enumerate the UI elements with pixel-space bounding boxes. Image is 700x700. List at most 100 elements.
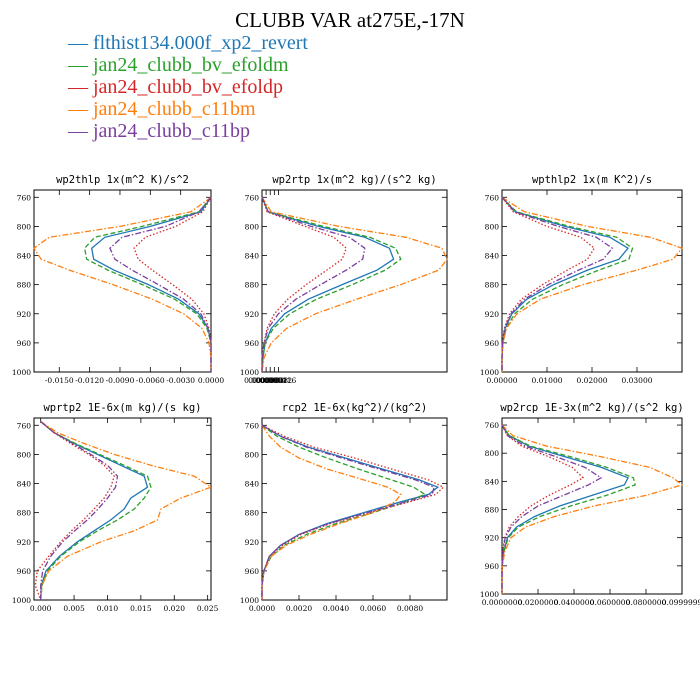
- x-tick-label: -0.0090: [106, 376, 135, 385]
- y-tick-label: 880: [17, 509, 32, 518]
- panel-title: wp2rtp 1x(m^2 kg)/(s^2 kg): [272, 174, 436, 186]
- legend-entry-1: — jan24_clubb_bv_efoldm: [68, 54, 308, 76]
- legend-entry-2: — jan24_clubb_bv_efoldp: [68, 76, 308, 98]
- x-tick-label: 0.0060: [360, 604, 386, 613]
- x-tick-label: 0.015: [130, 604, 152, 613]
- legend-line-marker: —: [68, 98, 93, 120]
- y-tick-label: 1000: [240, 596, 259, 605]
- series-line-2: [261, 424, 445, 600]
- series-line-1: [261, 197, 402, 373]
- y-tick-label: 840: [17, 252, 32, 261]
- panel-5: wp2rcp 1E-3x(m^2 kg)/(s^2 kg)760 800 840 88…: [480, 402, 700, 607]
- y-tick-label: 760: [17, 193, 32, 202]
- plot-frame: [501, 417, 683, 595]
- y-tick-label: 960: [245, 567, 260, 576]
- series-line-3: [501, 424, 684, 594]
- panel-1: wp2rtp 1x(m^2 kg)/(s^2 kg) 760 800 840 880 92…: [240, 174, 448, 385]
- legend-entry-3: — jan24_clubb_c11bm: [68, 98, 308, 120]
- series-line-2: [261, 197, 348, 372]
- series-line-0: [40, 421, 149, 601]
- plot-frame: [501, 189, 683, 373]
- y-tick-label: 960: [245, 339, 260, 348]
- y-tick-label: 880: [485, 506, 500, 515]
- plot-frame: [261, 417, 448, 601]
- x-tick-label: 0.0800000: [626, 598, 667, 607]
- y-tick-label: 960: [485, 562, 500, 571]
- x-tick-label: -0.0150: [45, 376, 74, 385]
- x-tick-label: 0.0999999: [662, 598, 700, 607]
- y-tick-label: 880: [17, 281, 32, 290]
- series-line-4: [501, 196, 614, 372]
- y-tick-label: 1000: [240, 368, 259, 377]
- series-line-2: [501, 424, 585, 594]
- y-tick-label: 840: [485, 477, 500, 486]
- panel-4: rcp2 1E-6x(kg^2)/(kg^2) 760 800 840 880 920 96…: [240, 402, 448, 613]
- y-tick-label: 840: [485, 252, 500, 261]
- x-tick-label: 0.000016: [261, 376, 297, 385]
- y-tick-label: 920: [17, 310, 32, 319]
- x-tick-label: 0.0000000: [482, 598, 523, 607]
- x-tick-label: 0.010: [97, 604, 119, 613]
- y-tick-label: 960: [485, 339, 500, 348]
- plot-frame: [261, 189, 448, 373]
- series-line-4: [261, 424, 435, 600]
- x-tick-label: 0.0200000: [518, 598, 559, 607]
- panel-0: wp2thlp 1x(m^2 K)/s^2 760 800 840 880 920 960 1…: [12, 174, 224, 385]
- x-tick-label: 0.03000: [621, 376, 652, 385]
- y-tick-label: 760: [485, 421, 500, 430]
- y-tick-label: 960: [17, 339, 32, 348]
- y-tick-label: 840: [17, 480, 32, 489]
- x-tick-label: 0.025: [197, 604, 219, 613]
- y-tick-label: 760: [245, 193, 260, 202]
- x-tick-label: 0.0040: [323, 604, 349, 613]
- legend-label: jan24_clubb_c11bm: [93, 98, 256, 120]
- legend: — flthist134.000f_xp2_revert — jan24_clu…: [68, 32, 308, 142]
- y-tick-label: 800: [245, 222, 260, 231]
- y-tick-label: 920: [245, 538, 260, 547]
- x-tick-label: 0.020: [164, 604, 186, 613]
- series-line-3: [501, 196, 684, 372]
- x-tick-label: 0.000: [30, 604, 52, 613]
- y-tick-label: 880: [245, 281, 260, 290]
- x-tick-label: 0.000012: [256, 376, 292, 385]
- x-tick-label: 0.000000: [244, 376, 280, 385]
- y-tick-label: 1000: [12, 368, 31, 377]
- y-tick-label: 840: [245, 480, 260, 489]
- x-tick-label: 0.000008: [252, 376, 288, 385]
- x-tick-label: -0.0030: [166, 376, 195, 385]
- x-tick-label: -0.0060: [136, 376, 165, 385]
- y-tick-label: 880: [245, 509, 260, 518]
- panel-3: wprtp2 1E-6x(m kg)/(s kg) 760 800 840 880 920…: [12, 402, 219, 613]
- series-line-1: [501, 424, 636, 594]
- y-tick-label: 840: [245, 252, 260, 261]
- x-tick-label: 0.01000: [531, 376, 562, 385]
- y-tick-label: 760: [485, 193, 500, 202]
- x-tick-label: 0.0080: [397, 604, 423, 613]
- legend-line-marker: —: [68, 54, 93, 76]
- series-line-3: [261, 196, 448, 373]
- x-tick-label: 0.0400000: [554, 598, 595, 607]
- series-line-0: [501, 196, 629, 372]
- figure-title: CLUBB VAR at275E,-17N: [235, 8, 465, 32]
- y-tick-label: 1000: [480, 590, 499, 599]
- series-line-4: [261, 197, 366, 372]
- panel-title: wp2rcp 1E-3x(m^2 kg)/(s^2 kg): [500, 402, 683, 414]
- plot-frame: [33, 417, 212, 601]
- x-tick-label: 0.0020: [286, 604, 312, 613]
- x-tick-label: 0.0600000: [590, 598, 631, 607]
- panel-title: wpthlp2 1x(m K^2)/s: [532, 174, 652, 186]
- x-tick-label: 0.000004: [248, 376, 284, 385]
- x-tick-label: 0.00000: [486, 376, 517, 385]
- series-line-1: [83, 196, 212, 372]
- series-line-1: [501, 196, 634, 372]
- legend-label: jan24_clubb_c11bp: [93, 120, 251, 142]
- y-tick-label: 880: [485, 281, 500, 290]
- x-tick-label: 0.005: [63, 604, 85, 613]
- panel-2: wpthlp2 1x(m K^2)/s 760 800 840 880 920 960 100…: [480, 174, 684, 385]
- series-line-3: [261, 424, 402, 600]
- plot-frame: [33, 189, 212, 373]
- y-tick-label: 960: [17, 567, 32, 576]
- y-tick-label: 1000: [12, 596, 31, 605]
- series-line-2: [133, 196, 212, 372]
